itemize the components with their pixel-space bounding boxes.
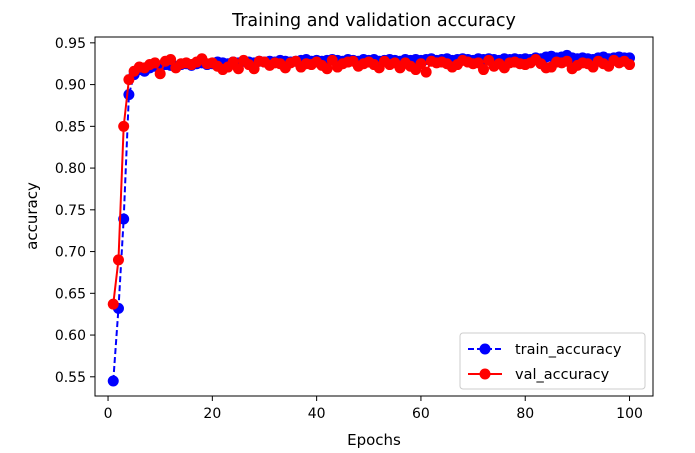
val-accuracy-point [321, 63, 333, 75]
y-tick-label: 0.55 [55, 370, 86, 386]
x-axis: 0 20 40 60 80 100 [104, 396, 643, 422]
y-tick-label: 0.90 [55, 78, 86, 94]
val-accuracy-point [165, 54, 177, 66]
legend-train-marker [479, 343, 491, 355]
x-axis-title: Epochs [347, 431, 401, 449]
y-tick-label: 0.60 [55, 328, 86, 344]
series-val [107, 53, 636, 310]
val-accuracy-point [149, 57, 161, 69]
y-tick-label: 0.65 [55, 286, 86, 302]
chart-title: Training and validation accuracy [231, 11, 516, 31]
x-tick-label: 100 [616, 406, 643, 422]
x-tick-label: 40 [308, 406, 326, 422]
legend-val-label: val_accuracy [515, 367, 610, 383]
val-accuracy-point [123, 74, 135, 86]
val-accuracy-point [107, 298, 119, 310]
legend-train-label: train_accuracy [515, 342, 622, 358]
legend: train_accuracy val_accuracy [459, 332, 646, 390]
y-tick-label: 0.85 [55, 119, 86, 135]
x-tick-label: 0 [104, 406, 113, 422]
val-accuracy-point [154, 68, 166, 80]
y-tick-label: 0.95 [55, 36, 86, 52]
val-accuracy-point [420, 66, 432, 78]
y-tick-label: 0.80 [55, 161, 86, 177]
x-tick-label: 60 [412, 406, 430, 422]
val-accuracy-point [624, 59, 636, 71]
y-tick-label: 0.75 [55, 203, 86, 219]
train-accuracy-point [107, 375, 119, 387]
y-axis: 0.55 0.60 0.65 0.70 0.75 0.80 0.85 0.90 0.95 [55, 36, 95, 386]
plot-frame [94, 36, 654, 397]
val-accuracy-point [478, 64, 490, 76]
val-accuracy-point [118, 120, 130, 132]
train-accuracy-point [123, 89, 135, 101]
plot-series [107, 49, 636, 387]
x-tick-label: 80 [516, 406, 534, 422]
legend-box [459, 332, 646, 390]
y-axis-title: accuracy [23, 182, 41, 250]
val-accuracy-point [112, 254, 124, 266]
val-accuracy-point [232, 63, 244, 75]
val-accuracy-point [415, 58, 427, 70]
x-tick-label: 20 [203, 406, 221, 422]
legend-val-marker [479, 368, 491, 380]
y-tick-label: 0.70 [55, 245, 86, 261]
